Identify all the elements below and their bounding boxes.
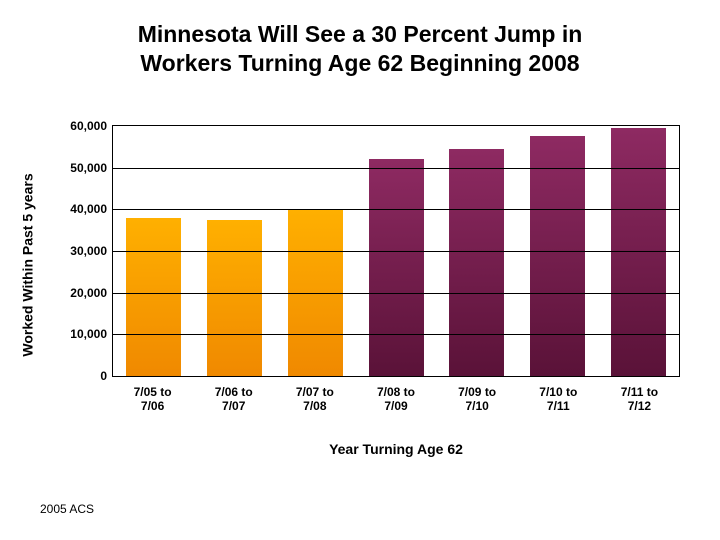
bar	[611, 128, 666, 376]
x-tick-label: 7/08 to7/09	[355, 382, 436, 414]
grid-line	[113, 209, 679, 210]
bar	[207, 220, 262, 376]
x-tick-label-line2: 7/11	[547, 399, 570, 413]
x-tick-label-line2: 7/06	[141, 399, 164, 413]
x-tick-label-line2: 7/09	[384, 399, 407, 413]
x-axis-label-text: Year Turning Age 62	[329, 441, 463, 457]
bar	[126, 218, 181, 376]
x-tick-label-line2: 7/10	[465, 399, 488, 413]
bar-chart: Worked Within Past 5 years 010,00020,000…	[60, 125, 680, 465]
title-line-2: Workers Turning Age 62 Beginning 2008	[140, 50, 579, 76]
x-tick-label-line1: 7/08 to	[377, 385, 415, 399]
x-tick-label-line1: 7/10 to	[539, 385, 577, 399]
bar	[369, 159, 424, 376]
y-tick-label: 10,000	[70, 327, 113, 341]
title-line-1: Minnesota Will See a 30 Percent Jump in	[138, 21, 583, 47]
x-tick-label-line2: 7/08	[303, 399, 326, 413]
y-axis-label-text: Worked Within Past 5 years	[20, 173, 36, 356]
x-tick-label: 7/05 to7/06	[112, 382, 193, 414]
y-tick-label: 50,000	[70, 161, 113, 175]
x-tick-label-line1: 7/09 to	[458, 385, 496, 399]
y-tick-label: 30,000	[70, 244, 113, 258]
grid-line	[113, 334, 679, 335]
x-tick-label-line1: 7/07 to	[296, 385, 334, 399]
x-tick-label: 7/06 to7/07	[193, 382, 274, 414]
slide: Minnesota Will See a 30 Percent Jump in …	[0, 0, 720, 540]
x-tick-label: 7/10 to7/11	[518, 382, 599, 414]
y-tick-label: 20,000	[70, 286, 113, 300]
bar	[530, 136, 585, 376]
footnote: 2005 ACS	[40, 502, 94, 516]
x-tick-label-line2: 7/12	[628, 399, 651, 413]
y-tick-label: 40,000	[70, 202, 113, 216]
x-tick-label-line2: 7/07	[222, 399, 245, 413]
footnote-text: 2005 ACS	[40, 502, 94, 516]
grid-line	[113, 293, 679, 294]
grid-line	[113, 251, 679, 252]
y-tick-label: 60,000	[70, 119, 113, 133]
slide-title: Minnesota Will See a 30 Percent Jump in …	[80, 20, 640, 78]
bar	[449, 149, 504, 376]
x-tick-label: 7/11 to7/12	[599, 382, 680, 414]
x-tick-label: 7/09 to7/10	[437, 382, 518, 414]
x-tick-label-line1: 7/05 to	[134, 385, 172, 399]
x-tick-labels: 7/05 to7/067/06 to7/077/07 to7/087/08 to…	[112, 382, 680, 414]
y-tick-label: 0	[100, 369, 113, 383]
x-axis-label: Year Turning Age 62	[112, 441, 680, 457]
y-axis-label: Worked Within Past 5 years	[18, 125, 38, 405]
plot-area-wrap: 010,00020,00030,00040,00050,00060,000	[112, 125, 680, 377]
x-tick-label-line1: 7/06 to	[215, 385, 253, 399]
x-tick-label: 7/07 to7/08	[274, 382, 355, 414]
plot-area: 010,00020,00030,00040,00050,00060,000	[112, 125, 680, 377]
x-tick-label-line1: 7/11 to	[621, 385, 658, 399]
grid-line	[113, 168, 679, 169]
